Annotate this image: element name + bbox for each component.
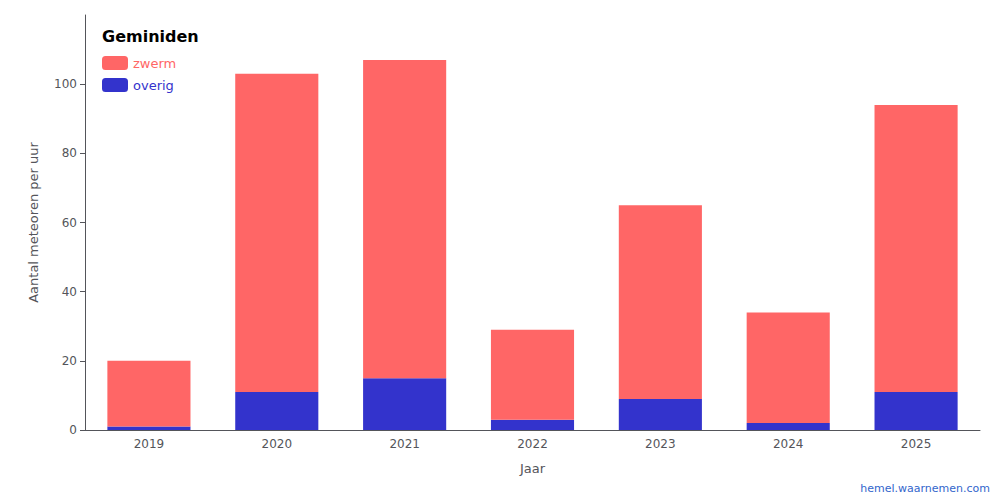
svg-text:40: 40 (62, 285, 77, 299)
svg-text:2024: 2024 (773, 437, 804, 451)
svg-text:2020: 2020 (262, 437, 293, 451)
svg-text:2021: 2021 (389, 437, 420, 451)
svg-text:Jaar: Jaar (519, 461, 546, 476)
svg-text:20: 20 (62, 354, 77, 368)
svg-text:zwerm: zwerm (133, 56, 176, 71)
svg-text:overig: overig (133, 78, 174, 93)
svg-text:100: 100 (54, 77, 77, 91)
svg-text:2022: 2022 (517, 437, 548, 451)
svg-text:60: 60 (62, 216, 77, 230)
svg-text:80: 80 (62, 146, 77, 160)
svg-text:2019: 2019 (134, 437, 165, 451)
svg-text:hemel.waarnemen.com: hemel.waarnemen.com (860, 482, 990, 495)
svg-text:2025: 2025 (901, 437, 932, 451)
svg-text:Aantal meteoren per uur: Aantal meteoren per uur (26, 142, 41, 303)
svg-text:0: 0 (69, 423, 77, 437)
svg-text:2023: 2023 (645, 437, 676, 451)
svg-text:Geminiden: Geminiden (102, 27, 199, 46)
